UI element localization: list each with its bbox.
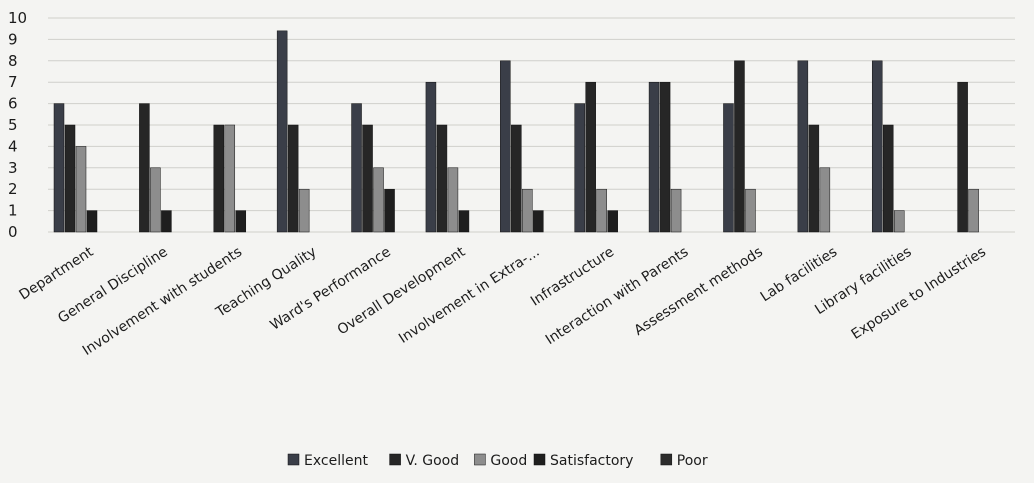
bar-excellent [276, 30, 288, 233]
legend-swatch [287, 453, 300, 466]
y-tick-label: 4 [8, 137, 18, 155]
bar-good [150, 167, 161, 233]
bar-satisfactory [235, 210, 247, 233]
bar-v-good [808, 124, 820, 233]
legend-swatch [533, 453, 546, 466]
y-axis: 0 1 2 3 4 5 6 7 8 9 10 [8, 9, 27, 241]
bar-good [522, 188, 533, 233]
y-tick-label: 9 [8, 30, 18, 48]
bar-satisfactory [384, 188, 395, 233]
bar-good [298, 188, 310, 233]
bar-v-good [734, 60, 745, 233]
x-tick-label: Overall Development [335, 244, 469, 339]
bar-excellent [425, 81, 437, 233]
bar-excellent [648, 81, 660, 233]
x-tick-label: Interaction with Parents [543, 244, 691, 348]
bar-v-good [511, 124, 522, 233]
bar-good [745, 188, 756, 233]
bar-excellent [500, 60, 511, 233]
bar-good [373, 167, 384, 233]
x-tick-label: Assessment methods [631, 244, 765, 339]
bar-good [75, 146, 87, 233]
legend-swatch [660, 453, 673, 466]
legend-swatch [389, 453, 401, 466]
bar-excellent [574, 103, 585, 233]
y-tick-label: 1 [8, 202, 18, 220]
bar-v-good [287, 124, 299, 233]
bar-excellent [797, 60, 809, 233]
bar-v-good [64, 124, 76, 233]
legend-label: Poor [677, 453, 708, 469]
bar-good [596, 188, 607, 233]
bar-excellent [53, 103, 65, 233]
x-tick-label: Exposure to Industries [849, 244, 989, 343]
bar-good [819, 167, 831, 233]
y-tick-label: 8 [8, 52, 18, 70]
legend-label: Good [490, 453, 527, 469]
bar-satisfactory [458, 210, 470, 233]
legend-label: Satisfactory [550, 453, 633, 469]
bar-good [670, 188, 682, 233]
y-tick-label: 7 [8, 73, 18, 91]
bar-good [893, 210, 905, 233]
x-tick-label: Ward's Performance [268, 244, 394, 334]
x-tick-label: Involvement in Extra-... [396, 244, 542, 347]
gridlines [48, 17, 1015, 233]
bar-good [968, 188, 979, 233]
y-tick-label: 5 [8, 116, 18, 134]
bar-v-good [659, 81, 671, 233]
legend-label: V. Good [406, 453, 460, 469]
bar-satisfactory [533, 210, 544, 233]
bar-satisfactory [161, 210, 172, 233]
y-tick-label: 6 [8, 95, 18, 113]
bar-excellent [351, 103, 362, 233]
bar-v-good [436, 124, 448, 233]
bar-good [447, 167, 459, 233]
legend: Excellent V. Good Good Satisfactory Poor [287, 453, 708, 469]
y-tick-label: 3 [8, 159, 18, 177]
bar-v-good [585, 81, 596, 233]
bar-excellent [871, 60, 883, 233]
bar-v-good [362, 124, 373, 233]
y-tick-label: 0 [8, 223, 18, 241]
bar-v-good [882, 124, 894, 233]
bar-satisfactory [86, 210, 98, 233]
bar-v-good [139, 103, 150, 233]
bar-excellent [723, 103, 734, 233]
bar-good [224, 124, 236, 233]
y-tick-label: 2 [8, 180, 18, 198]
bars [53, 30, 979, 233]
y-tick-label: 10 [8, 9, 27, 27]
bar-v-good [957, 81, 968, 233]
legend-label: Excellent [304, 453, 368, 469]
bar-v-good [213, 124, 225, 233]
legend-swatch [474, 453, 486, 466]
bar-satisfactory [607, 210, 618, 233]
